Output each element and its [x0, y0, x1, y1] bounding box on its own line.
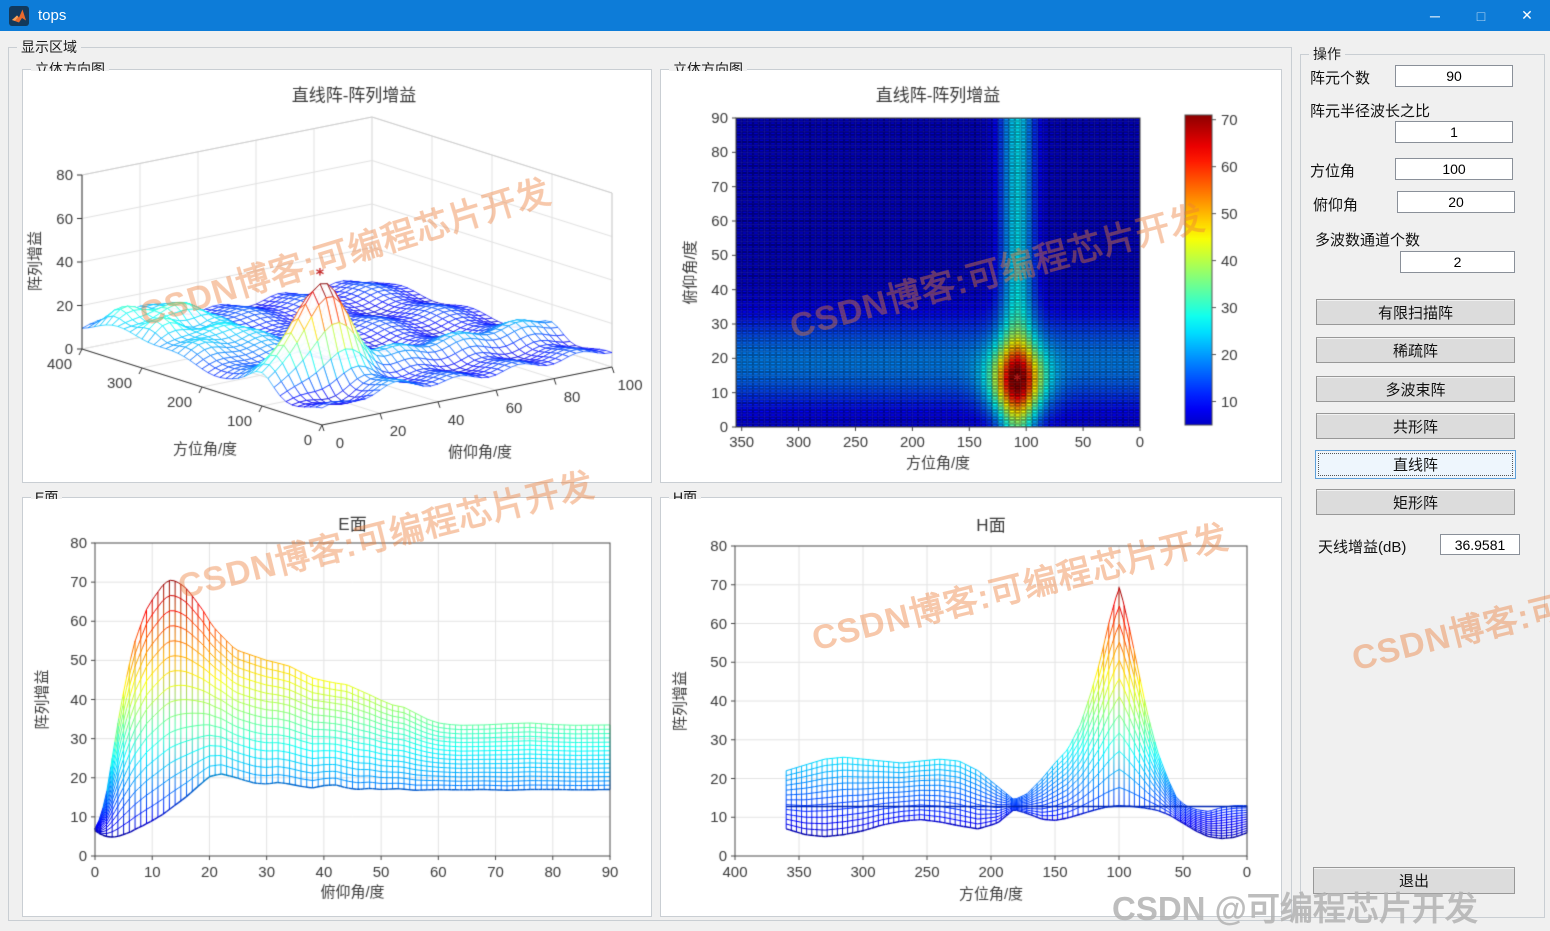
limited-scan-array-button[interactable]: 有限扫描阵	[1316, 299, 1515, 325]
element-count-input[interactable]	[1395, 65, 1513, 87]
conformal-array-button[interactable]: 共形阵	[1316, 413, 1515, 439]
beam-channels-label: 多波数通道个数	[1315, 232, 1421, 249]
azimuth-input[interactable]	[1395, 158, 1513, 180]
radius-ratio-input[interactable]	[1395, 121, 1513, 143]
window-title: tops	[38, 7, 67, 24]
e-plane-panel: E面	[22, 489, 652, 917]
maximize-icon: □	[1476, 7, 1486, 24]
antenna-gain-label: 天线增益(dB)	[1318, 539, 1407, 556]
antenna-gain-value[interactable]	[1440, 534, 1520, 555]
display-area-label: 显示区域	[17, 39, 81, 56]
azimuth-label: 方位角	[1310, 163, 1356, 180]
beam-channels-input[interactable]	[1400, 251, 1515, 273]
maximize-button[interactable]: □	[1458, 0, 1504, 31]
operations-panel: 操作	[1300, 46, 1545, 918]
stereo-pattern-panel-right: 立体方向图	[660, 61, 1282, 483]
h-plane-panel: H面	[660, 489, 1282, 917]
minimize-button[interactable]: ─	[1412, 0, 1458, 31]
operations-label: 操作	[1309, 46, 1345, 63]
surface-plot-canvas	[24, 71, 648, 479]
multibeam-array-button[interactable]: 多波束阵	[1316, 376, 1515, 402]
elevation-input[interactable]	[1397, 191, 1515, 213]
display-area-panel: 显示区域	[8, 39, 1292, 921]
titlebar: tops ─ □ ✕	[0, 0, 1550, 31]
window-controls: ─ □ ✕	[1412, 0, 1550, 31]
matlab-app-icon	[9, 5, 29, 26]
radius-ratio-label: 阵元半径波长之比	[1310, 103, 1431, 120]
exit-button[interactable]: 退出	[1313, 867, 1515, 894]
h-plane-canvas	[662, 499, 1278, 913]
minimize-icon: ─	[1430, 7, 1440, 24]
close-button[interactable]: ✕	[1504, 0, 1550, 31]
elevation-label: 俯仰角	[1313, 197, 1359, 214]
element-count-label: 阵元个数	[1310, 70, 1371, 87]
rectangular-array-button[interactable]: 矩形阵	[1316, 489, 1515, 515]
sparse-array-button[interactable]: 稀疏阵	[1316, 337, 1515, 363]
stereo-pattern-panel-left: 立体方向图	[22, 61, 652, 483]
linear-array-button[interactable]: 直线阵	[1315, 450, 1516, 479]
e-plane-canvas	[24, 499, 648, 913]
gain-heatmap-canvas	[662, 71, 1278, 479]
close-icon: ✕	[1521, 7, 1533, 23]
